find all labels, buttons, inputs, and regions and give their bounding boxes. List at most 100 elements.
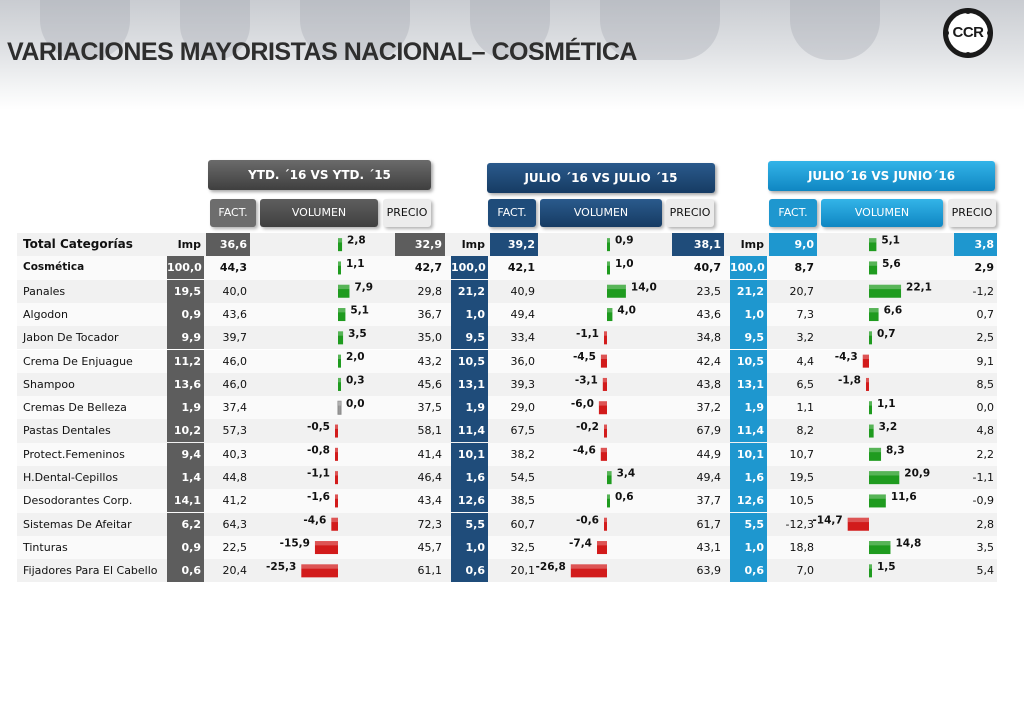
volumen-value-jul: -4,5 <box>573 351 596 363</box>
fact-cell-jul: 38,5 <box>510 494 536 508</box>
volumen-bar-gloss <box>338 284 350 290</box>
imp-cell-jun: 10,1 <box>730 442 767 466</box>
imp-cell-jul: 1,0 <box>451 535 488 559</box>
volumen-bar-gloss <box>600 354 607 359</box>
volumen-value-ytd: -1,1 <box>307 468 330 480</box>
volumen-value-ytd: 7,9 <box>354 281 373 293</box>
volumen-bar-gloss <box>607 261 610 266</box>
precio-cell-jul: 34,8 <box>696 331 722 345</box>
fact-cell-jun: 8,7 <box>794 261 815 275</box>
subheader-fact-ytd: FACT. <box>210 199 256 227</box>
volumen-bar-jul <box>607 308 613 322</box>
volumen-value-jul: 0,6 <box>615 491 634 503</box>
volumen-value-ytd: -25,3 <box>266 561 296 573</box>
volumen-bar-jul <box>607 494 610 508</box>
precio-cell-ytd: 35,0 <box>417 331 443 345</box>
precio-cell-ytd: 36,7 <box>417 307 443 321</box>
fact-cell-jun: 18,8 <box>789 540 815 554</box>
volumen-value-jun: -1,8 <box>838 374 861 386</box>
volumen-bar-gloss <box>869 238 877 243</box>
volumen-value-ytd: -0,8 <box>307 444 330 456</box>
precio-cell-ytd: 45,7 <box>417 540 443 554</box>
volumen-bar-gloss <box>869 447 882 453</box>
volumen-bar-jun <box>869 331 872 345</box>
imp-cell-ytd: 13,6 <box>167 372 204 396</box>
fact-cell-jun: 7,0 <box>796 564 815 578</box>
volumen-bar-gloss <box>862 354 869 359</box>
volumen-bar-gloss <box>598 401 607 406</box>
category-label: Algodon <box>23 307 68 321</box>
fact-cell-jul: 39,2 <box>490 233 538 256</box>
precio-cell-jul: 63,9 <box>696 564 722 578</box>
volumen-value-jul: -6,0 <box>571 398 594 410</box>
precio-cell-ytd: 61,1 <box>417 564 443 578</box>
volumen-bar-jun <box>869 261 878 275</box>
volumen-bar-gloss <box>301 564 338 569</box>
imp-cell-jun: 21,2 <box>730 279 767 303</box>
imp-cell-ytd: 6,2 <box>167 512 204 536</box>
fact-cell-jul: 49,4 <box>510 307 536 321</box>
table-row: Shampoo 13,6 46,0 45,6 13,1 39,3 43,8 13,1 6,5 8,… <box>17 372 997 398</box>
fact-cell-ytd: 41,2 <box>222 494 248 508</box>
precio-cell-ytd: 58,1 <box>417 424 443 438</box>
volumen-bar-ytd <box>337 400 342 415</box>
volumen-value-jun: 5,6 <box>882 258 901 270</box>
volumen-value-ytd: 5,1 <box>350 305 369 317</box>
volumen-bar-ytd <box>338 284 350 298</box>
volumen-value-ytd: 2,8 <box>347 235 366 247</box>
volumen-bar-gloss <box>869 494 886 499</box>
volumen-value-jun: 3,2 <box>879 421 898 433</box>
precio-cell-jul: 37,2 <box>696 401 722 415</box>
fact-cell-jun: 7,3 <box>796 307 815 321</box>
precio-cell-jun: 5,4 <box>976 564 995 578</box>
volumen-bar-gloss <box>331 517 338 523</box>
volumen-bar-jun <box>862 354 869 368</box>
volumen-bar-jun <box>866 377 869 391</box>
volumen-bar-ytd <box>314 541 338 555</box>
precio-cell-jun: 9,1 <box>976 354 995 368</box>
table-row: Pastas Dentales 10,2 57,3 58,1 11,4 67,5 67,9 1… <box>17 419 997 444</box>
volumen-bar-jul <box>570 564 607 578</box>
fact-cell-ytd: 46,0 <box>222 354 248 368</box>
volumen-bar-gloss <box>338 261 341 266</box>
volumen-value-ytd: -1,6 <box>307 491 330 503</box>
imp-cell-jul: 11,4 <box>451 419 488 443</box>
imp-cell-ytd: 1,9 <box>167 396 204 420</box>
volumen-bar-gloss <box>335 424 338 429</box>
subheader-fact-jun: FACT. <box>769 199 817 227</box>
volumen-bar-gloss <box>338 238 343 243</box>
volumen-bar-jun <box>869 471 900 485</box>
imp-cell-jul: 100,0 <box>451 256 488 280</box>
volumen-bar-jun <box>869 424 874 438</box>
imp-cell-ytd: 19,5 <box>167 279 204 303</box>
imp-cell-jul: 12,6 <box>451 489 488 513</box>
subheader-precio-jul: PRECIO <box>666 199 714 227</box>
precio-cell-jun: 0,0 <box>976 401 995 415</box>
category-label: Crema De Enjuague <box>23 354 133 368</box>
header-jul: JULIO ´16 VS JULIO ´15 <box>487 163 715 193</box>
fact-cell-jun: 6,5 <box>796 377 815 391</box>
fact-cell-ytd: 22,5 <box>222 540 248 554</box>
volumen-value-jun: 0,7 <box>877 328 896 340</box>
volumen-value-ytd: 1,1 <box>346 258 365 270</box>
volumen-bar-jun <box>869 494 886 508</box>
fact-cell-ytd: 40,0 <box>222 284 248 298</box>
volumen-bar-jul <box>607 238 610 252</box>
precio-cell-jul: 43,6 <box>696 307 722 321</box>
volumen-bar-gloss <box>604 424 607 429</box>
fact-cell-jun: 4,4 <box>796 354 815 368</box>
imp-cell-jun: 100,0 <box>730 256 767 280</box>
category-label: Panales <box>23 284 66 298</box>
fact-cell-jun: 3,2 <box>796 331 815 345</box>
imp-cell-jul: 5,5 <box>451 512 488 536</box>
imp-cell-ytd: 9,4 <box>167 442 204 466</box>
category-label: Total Categorías <box>23 237 133 251</box>
category-label: Desodorantes Corp. <box>23 494 133 508</box>
fact-cell-jul: 32,5 <box>510 540 536 554</box>
volumen-bar-gloss <box>847 517 869 523</box>
volumen-value-ytd: 3,5 <box>348 328 367 340</box>
volumen-bar-jul <box>607 261 610 275</box>
subheader-volumen-ytd: VOLUMEN <box>260 199 378 227</box>
precio-cell-jun: 2,9 <box>974 261 995 275</box>
volumen-value-ytd: 0,3 <box>346 374 365 386</box>
